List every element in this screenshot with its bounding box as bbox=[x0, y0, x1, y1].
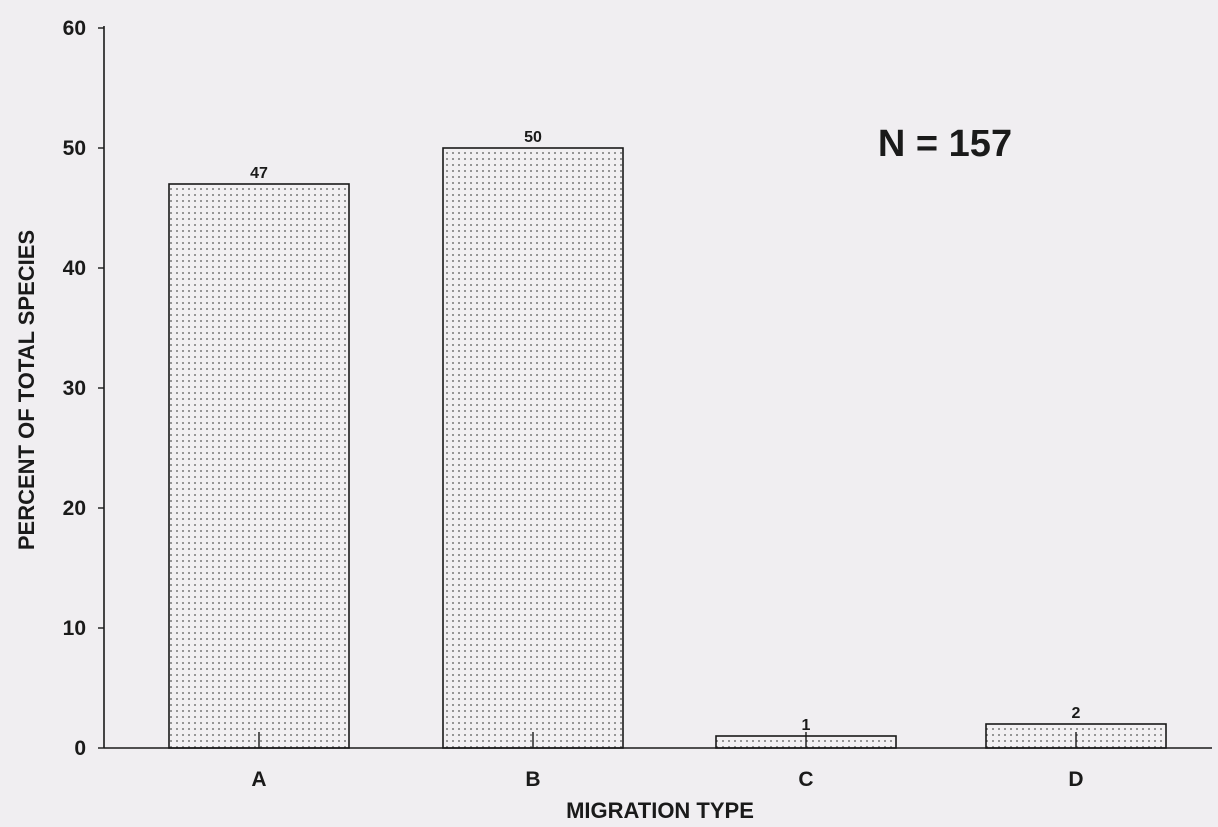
category-label-d: D bbox=[1068, 768, 1083, 791]
bar-a bbox=[168, 183, 350, 749]
y-tick-label-20: 20 bbox=[63, 497, 86, 520]
category-label-c: C bbox=[798, 768, 813, 791]
sample-size-annotation: N = 157 bbox=[878, 123, 1012, 165]
axes-layer bbox=[98, 26, 1212, 749]
y-tick-label-10: 10 bbox=[63, 617, 86, 640]
data-label-d: 2 bbox=[1072, 705, 1081, 722]
y-tick-label-60: 60 bbox=[63, 17, 86, 40]
category-label-b: B bbox=[525, 768, 540, 791]
bars-layer bbox=[168, 147, 1167, 749]
x-axis-title: MIGRATION TYPE bbox=[566, 798, 754, 823]
y-tick-label-50: 50 bbox=[63, 137, 86, 160]
y-tick-label-30: 30 bbox=[63, 377, 86, 400]
category-label-a: A bbox=[251, 768, 266, 791]
y-tick-label-0: 0 bbox=[74, 737, 86, 760]
data-label-a: 47 bbox=[250, 165, 268, 182]
data-label-c: 1 bbox=[802, 717, 811, 734]
labels-layer: 47 A 50 B 1 C 2 D 0 10 20 30 40 50 60 bbox=[63, 17, 1084, 791]
bar-b bbox=[442, 147, 624, 749]
data-label-b: 50 bbox=[524, 129, 542, 146]
y-tick-label-40: 40 bbox=[63, 257, 86, 280]
y-axis-title: PERCENT OF TOTAL SPECIES bbox=[14, 230, 39, 550]
